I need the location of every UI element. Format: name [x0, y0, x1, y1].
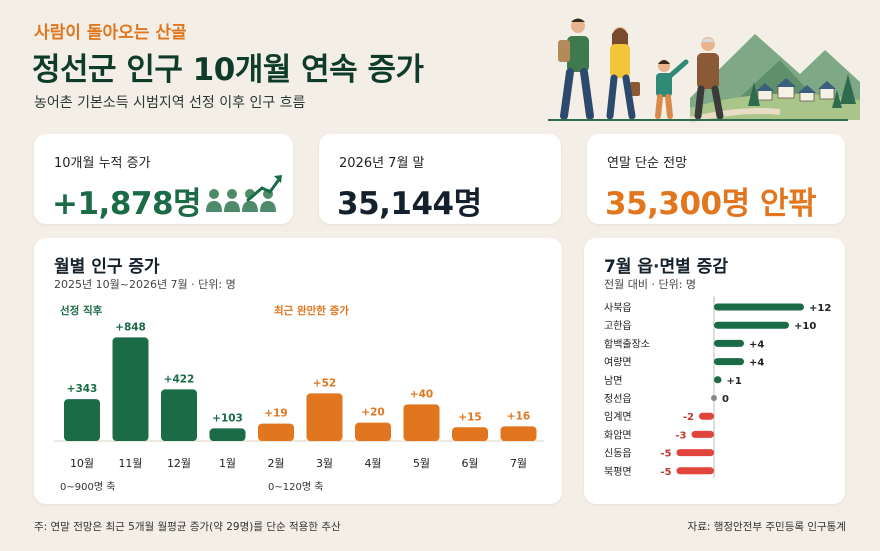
region-name: 고한읍 — [604, 320, 632, 332]
region-name: 사북읍 — [604, 302, 632, 314]
region-bar — [676, 449, 714, 457]
month-tick-label: 2월 — [267, 457, 284, 470]
group1-label: 선정 직후 — [60, 304, 103, 317]
region-name: 정선읍 — [604, 393, 632, 405]
region-bar — [691, 430, 714, 438]
month-bar-value: +40 — [410, 388, 433, 400]
monthly-chart-card: 월별 인구 증가 2025년 10월~2026년 7월 · 단위: 명 선정 직… — [34, 238, 562, 504]
region-bar-chart: 사북읍 +12 고한읍 +10 함백출장소 +4 여량면 +4 남면 +1 정선읍 0 임계면 -2 화암면… — [604, 296, 831, 478]
region-name: 북평면 — [604, 466, 632, 478]
region-name: 여량면 — [604, 357, 632, 369]
month-bar-value: +103 — [212, 412, 243, 424]
monthly-chart-subtitle: 2025년 10월~2026년 7월 · 단위: 명 — [54, 278, 236, 291]
month-bar-value: +848 — [115, 321, 146, 333]
region-bar-value: +4 — [749, 339, 764, 350]
page-subtitle: 농어촌 기본소득 시범지역 선정 이후 인구 흐름 — [34, 95, 306, 111]
region-chart-card: 7월 읍·면별 증감 전월 대비 · 단위: 명 사북읍 +12 고한읍 +10 함백출… — [584, 238, 845, 504]
source-note: 자료: 행정안전부 주민등록 인구통계 — [687, 521, 846, 533]
month-tick-label: 3월 — [316, 457, 333, 470]
people-growth-icon — [206, 175, 282, 212]
month-tick-label: 10월 — [70, 457, 94, 470]
region-bar — [714, 321, 789, 329]
region-chart-subtitle: 전월 대비 · 단위: 명 — [604, 278, 697, 291]
month-tick-label: 5월 — [413, 457, 430, 470]
page-title: 정선군 인구 10개월 연속 증가 — [32, 52, 424, 88]
month-tick-label: 7월 — [510, 457, 527, 470]
region-bar — [714, 303, 804, 311]
region-name: 함백출장소 — [604, 338, 650, 350]
month-bar — [355, 422, 391, 441]
region-name: 남면 — [604, 375, 622, 387]
kpi-card-cumulative: 10개월 누적 증가 +1,878명 — [34, 134, 293, 224]
month-tick-label: 6월 — [461, 457, 478, 470]
month-bar-value: +422 — [164, 373, 195, 385]
month-bar — [64, 399, 100, 441]
month-bar — [500, 426, 537, 441]
footnote: 주: 연말 전망은 최근 5개월 월평균 증가(약 29명)를 단순 적용한 추… — [34, 521, 341, 533]
month-bar — [403, 404, 440, 441]
monthly-chart-title: 월별 인구 증가 — [54, 257, 160, 277]
region-bar-value: +4 — [749, 358, 764, 369]
region-bar-value: -3 — [675, 430, 686, 441]
month-bar-value: +15 — [458, 411, 481, 423]
region-bar-value: +1 — [727, 376, 742, 387]
region-bar-value: +12 — [809, 303, 831, 314]
month-bar-value: +52 — [313, 377, 336, 389]
region-bar-value: 0 — [722, 394, 729, 405]
month-tick-label: 11월 — [118, 457, 142, 470]
family-village-illustration — [558, 18, 860, 123]
region-bar-value: -2 — [683, 412, 694, 423]
region-name: 임계면 — [604, 410, 632, 423]
month-bar — [452, 427, 488, 441]
region-name: 화암면 — [604, 429, 632, 441]
region-bar-value: +10 — [794, 321, 816, 332]
month-tick-label: 4월 — [364, 457, 381, 470]
region-bar — [714, 358, 744, 366]
month-bar — [112, 337, 149, 441]
kpi-label: 연말 단순 전망 — [607, 156, 688, 171]
month-tick-label: 1월 — [219, 457, 236, 470]
region-bar — [711, 395, 717, 401]
group1-axis-note: 0~900명 축 — [60, 481, 115, 493]
header-divider — [548, 119, 848, 121]
month-tick-label: 12월 — [167, 457, 191, 470]
kpi-value: +1,878명 — [52, 186, 202, 222]
kpi-label: 10개월 누적 증가 — [54, 156, 151, 171]
group2-label: 최근 완만한 증가 — [274, 304, 349, 317]
region-bar — [714, 339, 744, 347]
kpi-card-forecast: 연말 단순 전망 35,300명 안팎 — [587, 134, 845, 224]
kpi-label: 2026년 7월 말 — [339, 156, 425, 171]
month-bar — [209, 428, 246, 441]
month-bar-value: +16 — [507, 410, 530, 422]
month-bar-value: +19 — [264, 408, 287, 420]
month-bar — [161, 389, 197, 441]
month-bar — [258, 423, 294, 441]
region-bar — [699, 412, 714, 420]
region-bar-value: -5 — [660, 449, 671, 460]
region-name: 신동읍 — [604, 448, 632, 460]
kpi-value: 35,144명 — [337, 186, 482, 222]
month-bar-value: +343 — [67, 383, 98, 395]
month-bar — [306, 393, 343, 441]
monthly-bar-chart: 선정 직후 최근 완만한 증가 +343 10월 +848 11월 +422 12월 +10… — [54, 304, 544, 493]
region-bar — [676, 467, 714, 475]
group2-axis-note: 0~120명 축 — [268, 481, 323, 493]
region-bar-value: -5 — [660, 467, 671, 478]
header-kicker: 사람이 돌아오는 산골 — [34, 23, 187, 43]
kpi-card-population: 2026년 7월 말 35,144명 — [319, 134, 561, 224]
region-chart-title: 7월 읍·면별 증감 — [604, 257, 728, 277]
kpi-value: 35,300명 안팎 — [605, 186, 816, 222]
month-bar-value: +20 — [361, 407, 384, 419]
region-bar — [714, 376, 722, 384]
